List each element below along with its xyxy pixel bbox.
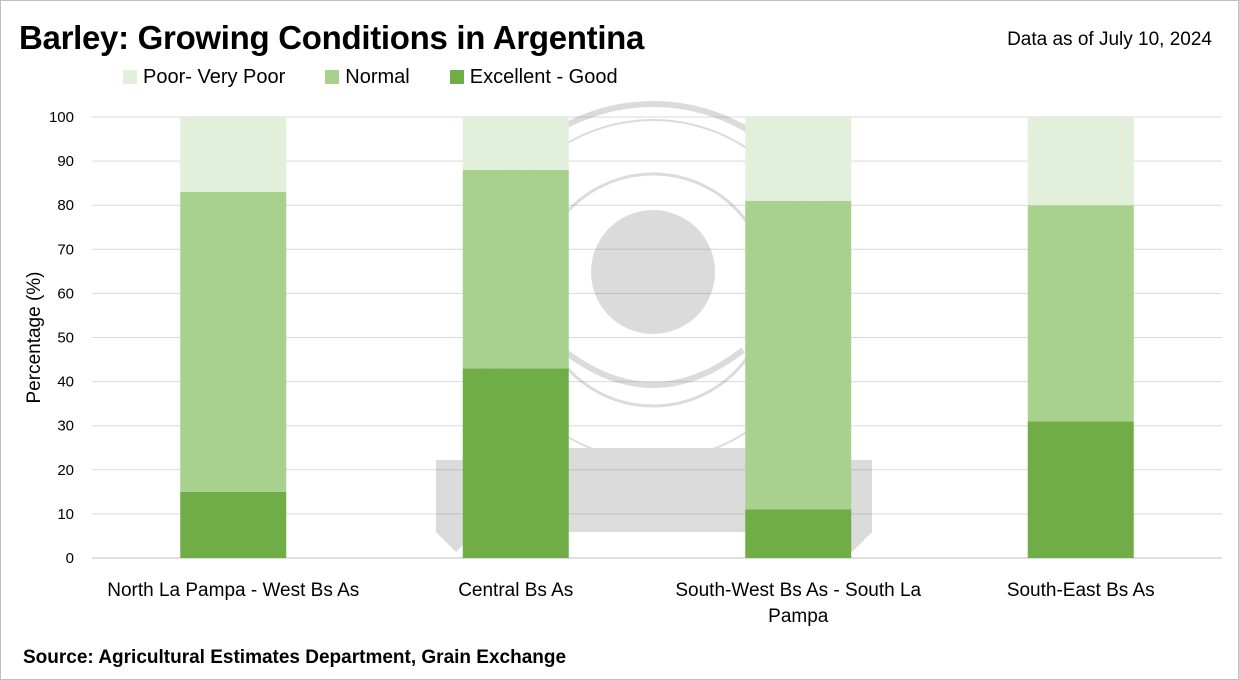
seal-portrait-icon [591,210,715,334]
legend-label: Poor- Very Poor [143,65,286,88]
y-tick-label: 60 [57,285,74,302]
legend-item-normal: Normal [325,65,410,89]
source-note: Source: Agricultural Estimates Departmen… [23,647,567,668]
bar-poor-very-poor-south-west-bs-as-south-la-pampa [745,117,852,201]
y-tick-label: 70 [57,241,74,258]
bar-normal-south-east-bs-as [1027,205,1134,422]
y-tick-label: 30 [57,418,74,435]
x-tick-label: South-West Bs As - South La [675,580,921,601]
bars [180,117,1134,558]
y-tick-label: 50 [57,330,74,347]
legend-label: Excellent - Good [469,65,618,88]
legend-swatch [325,70,340,84]
bar-poor-very-poor-central-bs-as [462,117,569,170]
x-tick-label: South-East Bs As [1007,580,1155,601]
y-tick-label: 40 [57,374,74,391]
bar-excellent-good-south-west-bs-as-south-la-pampa [745,509,852,558]
y-tick-label: 10 [57,506,74,523]
legend: Poor- Very Poor Normal Excellent - Good [123,65,618,89]
seal-wheat-icon [561,347,745,388]
bar-excellent-good-north-la-pampa-west-bs-as [180,491,287,558]
y-tick-label: 0 [66,550,74,567]
legend-label: Normal [345,65,410,88]
x-tick-label: Central Bs As [458,580,573,601]
y-tick-label: 80 [57,197,74,214]
bar-normal-central-bs-as [462,169,569,369]
bar-normal-north-la-pampa-west-bs-as [180,191,287,492]
bar-poor-very-poor-north-la-pampa-west-bs-as [180,117,287,192]
bar-normal-south-west-bs-as-south-la-pampa [745,200,852,510]
axes: 0 10 20 30 40 50 60 70 80 90 100 Percentage (%) Nort… [24,109,1155,627]
data-date: Data as of July 10, 2024 [1007,29,1212,50]
bar-excellent-good-central-bs-as [462,368,569,558]
chart-title: Barley: Growing Conditions in Argentina [19,19,645,56]
y-tick-label: 90 [57,153,74,170]
legend-swatch [123,70,137,84]
bar-excellent-good-south-east-bs-as [1027,421,1134,558]
bar-poor-very-poor-south-east-bs-as [1027,117,1134,206]
legend-swatch [449,70,464,84]
y-tick-label: 20 [57,462,74,479]
legend-item-poor-very-poor: Poor- Very Poor [123,66,285,89]
y-tick-label: 100 [49,109,74,126]
y-axis-label: Percentage (%) [24,271,45,403]
legend-item-excellent-good: Excellent - Good [449,65,618,89]
x-tick-label: North La Pampa - West Bs As [107,580,359,601]
x-tick-label: Pampa [768,606,829,627]
